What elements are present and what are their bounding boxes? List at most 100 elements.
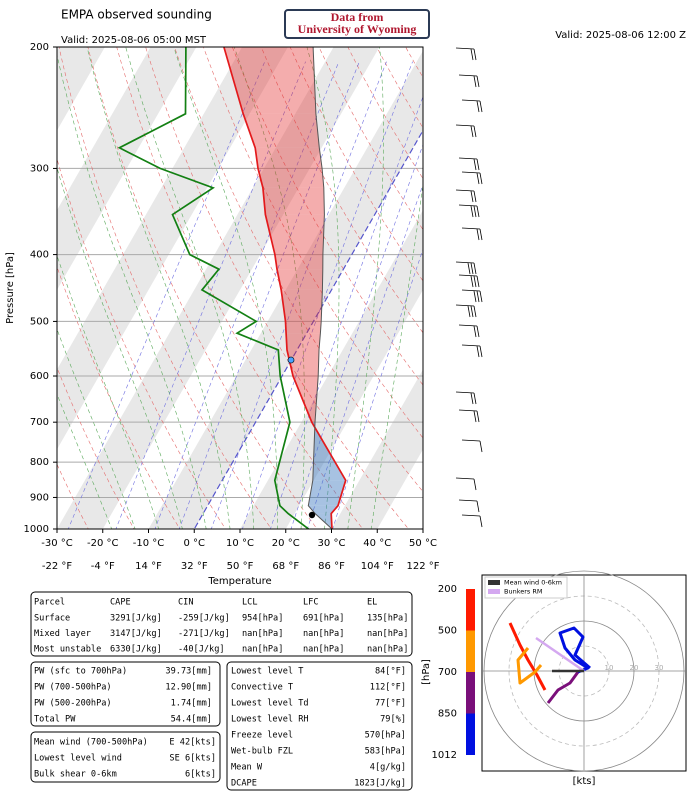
table-value: 112[°F] [370,683,406,693]
barb-feather [473,75,477,88]
barb-feather [473,290,477,303]
barb-feather [479,345,483,358]
legend-swatch [488,580,500,585]
lfc-marker [287,356,295,364]
barb-feather [476,158,480,171]
x2-tick-label: 86 °F [318,561,345,572]
lcl-marker [308,511,316,519]
colorbar-tick-label: 1012 [432,750,457,761]
table-cell: 954[hPa] [242,614,283,624]
barb-feather [470,392,474,405]
barb-feather [476,325,480,338]
ring-label: 30 [655,664,664,672]
moist-adiabat [306,47,340,529]
colorbar-tick-label: 200 [438,584,457,595]
title: EMPA observed sounding [61,8,212,22]
barb-staff [455,304,475,307]
table-cell: 3291[J/kg] [110,614,162,624]
ring-label: 10 [605,664,614,672]
profile-line [117,47,310,529]
moist-adiabat [233,47,305,529]
y-tick-label: 200 [30,42,49,53]
legend-label: Bunkers RM [504,588,542,596]
barb-staff [455,124,475,127]
barb-feather [476,290,480,303]
barb-feather [476,410,480,423]
table-cell: nan[hPa] [303,645,344,655]
dry-adiabat [116,47,364,529]
dry-adiabat [232,47,423,386]
table-label: DCAPE [231,779,257,789]
hodo-trace [516,647,543,685]
barb-feather [467,305,471,318]
barb-feather [470,262,474,275]
barb-staff [455,391,475,394]
barb-feather [473,392,477,405]
table-cell: 135[hPa] [367,614,408,624]
barb-staff [458,499,478,502]
table-label: PW (500-200hPa) [34,699,112,709]
dry-adiabat [405,47,423,78]
y-tick-label: 900 [30,492,49,503]
barb-staff [458,74,478,77]
x2-tick-label: 50 °F [227,561,254,572]
isotherm-band [422,528,423,529]
cape-shading [223,47,316,114]
barb-staff [461,99,481,102]
barb-feather [479,172,483,185]
table-value: 570[hPa] [365,731,406,741]
source-line: Data from [331,10,384,24]
table-cell: 3147[J/kg] [110,629,162,639]
table-cell: 6330[J/kg] [110,645,162,655]
y-tick-label: 400 [30,250,49,261]
table-label: Bulk shear 0-6km [34,770,117,780]
hodo-x-label: [kts] [573,776,596,787]
table-cell: -259[J/kg] [178,614,230,624]
dry-adiabat [521,47,696,544]
table-box [226,661,413,791]
barb-feather [470,205,474,218]
x-axis-label: Temperature [207,576,271,587]
barb-feather [473,305,477,318]
barb-feather [470,190,474,203]
barb-feather [476,500,480,513]
x-tick-label: 30 °C [318,538,346,549]
x2-tick-label: 104 °F [361,561,394,572]
table-value: 6[kts] [185,770,216,780]
table-cell: nan[hPa] [367,629,408,639]
table-value: 4[g/kg] [370,763,406,773]
x-tick-label: 50 °C [409,538,437,549]
table-value: 84[°F] [375,667,406,677]
table-cell: nan[hPa] [303,629,344,639]
colorbar-tick-label: 850 [438,709,457,720]
barb-staff [461,439,481,442]
barb-feather [470,48,474,61]
bunkers-arrow [535,636,585,673]
moist-adiabat [86,47,231,529]
colorbar-tick-label: 500 [438,626,457,637]
table-cell: -271[J/kg] [178,629,230,639]
x-tick-label: -30 °C [41,538,73,549]
y-tick-label: 700 [30,417,49,428]
hodo-trace [546,671,580,704]
moist-adiabat [57,53,207,529]
x2-tick-label: -4 °F [91,561,115,572]
barb-staff [455,477,475,480]
moist-adiabat [125,47,255,529]
dry-adiabat [492,47,696,544]
cape-shading [243,113,320,148]
parcel-line [307,47,333,529]
table-box [30,591,413,657]
colorbar-segment [466,713,475,755]
cape-shading [281,289,323,322]
table-label: Total PW [34,715,76,725]
mixing-ratio [115,61,306,529]
x-tick-label: -10 °C [133,538,165,549]
plot-area [57,47,696,544]
table-header: LCL [242,598,258,608]
moist-adiabat [347,47,384,529]
table-cell: -40[J/kg] [178,645,225,655]
table-header: CAPE [110,598,131,608]
